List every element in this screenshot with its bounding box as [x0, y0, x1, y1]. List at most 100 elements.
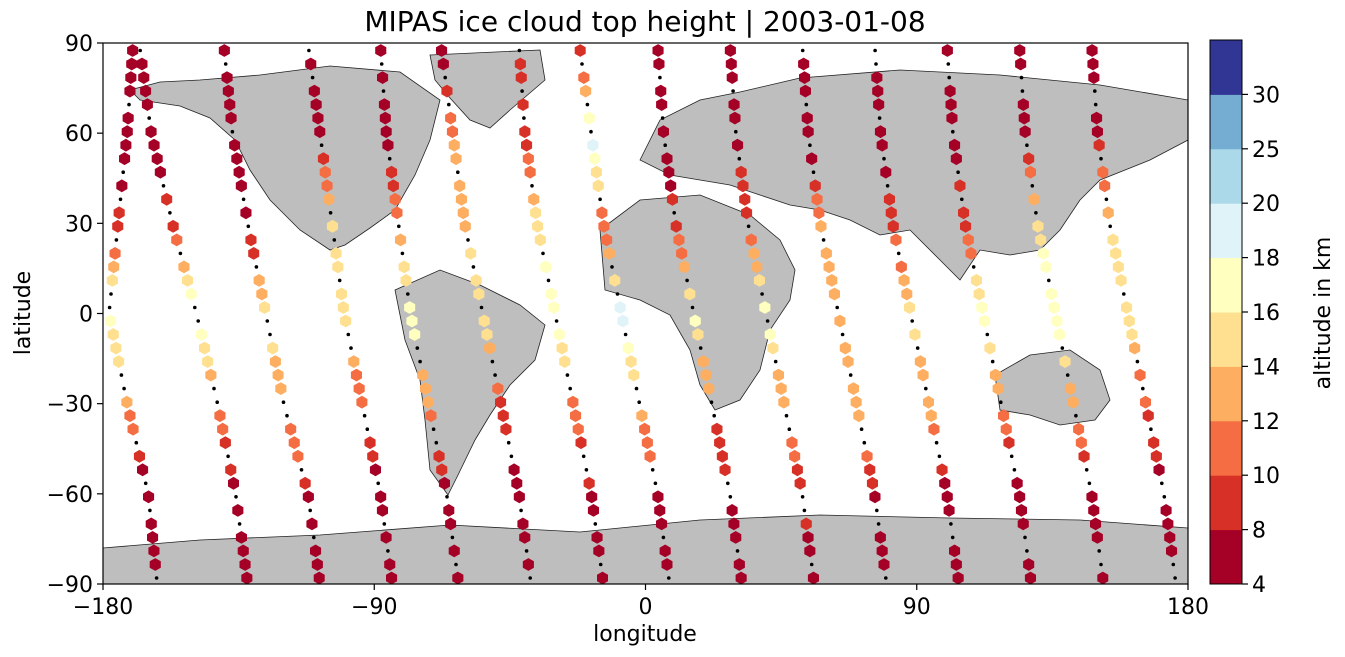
clear-sky-point — [746, 224, 751, 229]
cloud-top-marker — [559, 355, 571, 368]
clear-sky-point — [147, 116, 151, 120]
clear-sky-point — [1065, 373, 1070, 377]
cloud-top-marker — [1059, 355, 1071, 368]
cloud-top-marker — [336, 287, 347, 301]
y-tick-label: −30 — [47, 393, 93, 418]
cloud-top-marker — [663, 165, 675, 179]
cloud-top-marker — [735, 571, 747, 584]
clear-sky-point — [134, 440, 139, 445]
clear-sky-point — [215, 400, 219, 405]
cloud-top-marker — [1024, 165, 1036, 179]
cloud-top-marker — [850, 395, 862, 409]
clear-sky-point — [848, 373, 853, 377]
clear-sky-point — [859, 427, 864, 432]
clear-sky-point — [800, 48, 805, 53]
cloud-top-marker — [124, 84, 136, 98]
cloud-top-marker — [597, 571, 608, 584]
cloud-top-marker — [232, 504, 244, 517]
cloud-top-marker — [113, 206, 125, 220]
cloud-top-marker — [235, 531, 247, 544]
x-tick-label: 90 — [903, 595, 931, 620]
cloud-top-marker — [823, 260, 835, 274]
clear-sky-point — [230, 129, 235, 134]
greenland-shape — [429, 49, 546, 129]
cloud-top-marker — [628, 368, 640, 382]
cloud-top-marker — [572, 422, 584, 436]
cloud-top-marker — [145, 517, 157, 531]
clear-sky-point — [956, 170, 960, 174]
clear-sky-point — [241, 197, 246, 202]
cloud-top-marker — [1148, 436, 1160, 450]
cloud-top-marker — [748, 247, 760, 260]
cloud-top-marker — [652, 490, 664, 504]
colorbar-label: altitude in km — [1311, 237, 1336, 390]
cloud-top-marker — [443, 504, 455, 517]
cloud-top-marker — [122, 111, 134, 125]
clear-sky-point — [690, 305, 695, 310]
clear-sky-point — [1135, 359, 1140, 364]
cloud-top-marker — [1097, 165, 1109, 179]
cloud-top-marker — [386, 165, 398, 179]
australia-shape — [994, 349, 1111, 426]
cloud-top-marker — [235, 179, 247, 193]
cloud-top-marker — [589, 152, 601, 166]
cloud-top-marker — [941, 44, 953, 57]
clear-sky-point — [118, 197, 123, 202]
cloud-top-marker — [574, 44, 586, 57]
clear-sky-point — [509, 454, 514, 459]
clear-sky-point — [585, 102, 590, 107]
clear-sky-point — [386, 549, 390, 553]
cloud-top-marker — [137, 463, 149, 477]
clear-sky-point — [431, 427, 436, 432]
cloud-top-marker — [540, 260, 552, 274]
clear-sky-point — [773, 359, 778, 364]
cloud-top-marker — [522, 558, 534, 571]
clear-sky-point — [454, 562, 458, 567]
clear-sky-point — [946, 62, 951, 66]
cloud-top-marker — [659, 544, 671, 558]
cloud-top-marker — [517, 517, 529, 531]
cloud-top-marker — [121, 395, 133, 409]
cloud-top-marker — [513, 490, 525, 504]
colorbar-tick-label: 4 — [1252, 573, 1266, 598]
y-tick-label: 90 — [65, 32, 93, 57]
clear-sky-point — [1162, 495, 1167, 499]
clear-sky-point — [650, 468, 655, 472]
clear-sky-point — [672, 211, 676, 215]
cloud-top-marker — [446, 125, 458, 139]
cloud-top-marker — [753, 274, 765, 287]
cloud-top-marker — [119, 152, 131, 166]
cloud-top-marker — [110, 341, 122, 355]
cloud-top-marker — [1097, 571, 1109, 584]
clear-sky-point — [1084, 468, 1089, 472]
cloud-top-marker — [726, 504, 738, 517]
cloud-top-marker — [729, 111, 741, 125]
cloud-top-marker — [1164, 531, 1176, 544]
cloud-top-marker — [356, 395, 368, 409]
cloud-top-marker — [473, 287, 485, 301]
clear-sky-point — [882, 156, 886, 161]
clear-sky-point — [874, 62, 878, 66]
cloud-top-marker — [609, 274, 621, 287]
cloud-top-marker — [873, 98, 885, 111]
cloud-top-marker — [809, 179, 821, 193]
clear-sky-point — [406, 292, 410, 296]
clear-sky-point — [234, 495, 238, 499]
clear-sky-point — [1122, 292, 1126, 296]
clear-sky-point — [876, 522, 881, 526]
cloud-top-marker — [143, 490, 155, 504]
clear-sky-point — [107, 305, 112, 310]
cloud-top-marker — [789, 449, 801, 463]
cloud-top-marker — [376, 504, 388, 517]
cloud-top-marker — [958, 206, 970, 220]
cloud-top-marker — [275, 382, 287, 395]
colorbar-segment — [1210, 203, 1242, 259]
y-tick-label: −60 — [47, 483, 93, 508]
clear-sky-point — [598, 562, 603, 567]
cloud-top-marker — [532, 219, 544, 233]
cloud-top-marker — [221, 71, 233, 84]
cloud-top-marker — [936, 463, 948, 477]
clear-sky-point — [1025, 143, 1029, 147]
clear-sky-point — [784, 413, 789, 418]
colorbar-segment — [1210, 475, 1242, 531]
